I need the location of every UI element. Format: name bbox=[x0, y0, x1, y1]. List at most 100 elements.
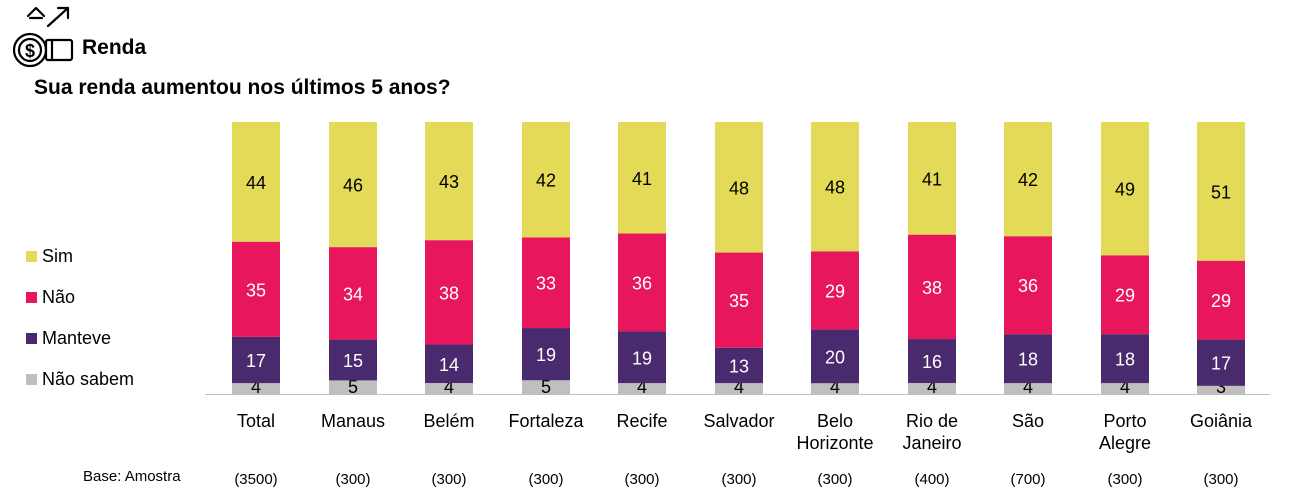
data-label: 20 bbox=[825, 347, 845, 367]
bar-segment bbox=[811, 122, 859, 252]
legend-label: Sim bbox=[42, 246, 73, 266]
data-label: 4 bbox=[1120, 377, 1130, 397]
category-label: Rio de bbox=[906, 411, 958, 431]
category-label: Manaus bbox=[321, 411, 385, 431]
bar-segment bbox=[1101, 383, 1149, 394]
base-count-label: (700) bbox=[1010, 471, 1045, 488]
base-count-label: (300) bbox=[431, 471, 466, 488]
data-label: 4 bbox=[637, 377, 647, 397]
data-label: 36 bbox=[632, 273, 652, 293]
data-label: 29 bbox=[1115, 286, 1135, 306]
data-label: 18 bbox=[1018, 350, 1038, 370]
base-count-label: (300) bbox=[817, 471, 852, 488]
legend-label: Não sabem bbox=[42, 369, 135, 389]
category-label: Goiânia bbox=[1190, 411, 1253, 431]
category-label: Fortaleza bbox=[508, 411, 584, 431]
legend-item-sim: Sim bbox=[26, 246, 134, 266]
page-title: Renda bbox=[82, 36, 147, 59]
bar-segment bbox=[425, 240, 473, 345]
data-label: 14 bbox=[439, 355, 459, 375]
bar-segment bbox=[715, 252, 763, 348]
data-label: 4 bbox=[830, 377, 840, 397]
legend-swatch bbox=[26, 374, 37, 385]
bar-segment bbox=[329, 122, 377, 248]
data-label: 4 bbox=[734, 377, 744, 397]
category-label: Recife bbox=[616, 411, 667, 431]
data-label: 17 bbox=[246, 351, 266, 371]
data-label: 38 bbox=[439, 283, 459, 303]
bar-segment bbox=[618, 383, 666, 394]
data-label: 49 bbox=[1115, 180, 1135, 200]
base-count-label: (400) bbox=[914, 471, 949, 488]
data-label: 48 bbox=[825, 178, 845, 198]
money-bag-growth-icon: $ bbox=[6, 4, 76, 68]
data-label: 43 bbox=[439, 172, 459, 192]
bar-segment bbox=[522, 380, 570, 394]
category-label: Alegre bbox=[1099, 433, 1151, 453]
category-label: Total bbox=[237, 411, 275, 431]
bar-segment bbox=[232, 336, 280, 384]
legend-label: Manteve bbox=[42, 328, 112, 348]
data-label: 42 bbox=[536, 171, 556, 191]
data-label: 13 bbox=[729, 356, 749, 376]
base-count-label: (3500) bbox=[234, 471, 277, 488]
legend-swatch bbox=[26, 333, 37, 344]
data-label: 15 bbox=[343, 351, 363, 371]
data-label: 41 bbox=[922, 169, 942, 189]
bar-segment bbox=[1197, 385, 1245, 394]
bar-segment bbox=[1004, 383, 1052, 394]
bar-segment bbox=[425, 344, 473, 384]
bar-segment bbox=[522, 237, 570, 329]
bar-segment bbox=[1197, 122, 1245, 261]
data-label: 46 bbox=[343, 176, 363, 196]
base-count-label: (300) bbox=[721, 471, 756, 488]
bar-segment bbox=[522, 328, 570, 381]
bar-segment bbox=[232, 241, 280, 337]
bar-segment bbox=[1101, 122, 1149, 256]
data-label: 16 bbox=[922, 352, 942, 372]
bar-segment bbox=[1101, 334, 1149, 384]
base-count-label: (300) bbox=[1107, 471, 1142, 488]
category-label: Belo bbox=[817, 411, 853, 431]
data-label: 36 bbox=[1018, 276, 1038, 296]
bar-segment bbox=[715, 383, 763, 394]
data-label: 4 bbox=[444, 377, 454, 397]
data-label: 42 bbox=[1018, 170, 1038, 190]
data-label: 29 bbox=[825, 281, 845, 301]
data-label: 19 bbox=[536, 345, 556, 365]
category-label: São bbox=[1012, 411, 1044, 431]
chart-question: Sua renda aumentou nos últimos 5 anos? bbox=[34, 76, 451, 99]
category-label: Salvador bbox=[703, 411, 774, 431]
bar-segment bbox=[1004, 122, 1052, 237]
bar-segment bbox=[715, 347, 763, 384]
bar-segment bbox=[1197, 339, 1245, 386]
bar-segment bbox=[1004, 236, 1052, 335]
data-label: 35 bbox=[729, 291, 749, 311]
data-label: 48 bbox=[729, 178, 749, 198]
legend-swatch bbox=[26, 251, 37, 262]
bar-segment bbox=[908, 383, 956, 394]
bar-segment bbox=[329, 380, 377, 394]
data-label: 5 bbox=[348, 377, 358, 397]
base-count-label: (300) bbox=[335, 471, 370, 488]
bar-segment bbox=[618, 331, 666, 384]
data-label: 33 bbox=[536, 274, 556, 294]
data-label: 4 bbox=[251, 377, 261, 397]
category-label: Horizonte bbox=[796, 433, 873, 453]
category-label: Belém bbox=[423, 411, 474, 431]
legend-item-nao: Não bbox=[26, 287, 134, 307]
bar-segment bbox=[811, 329, 859, 384]
data-label: 38 bbox=[922, 278, 942, 298]
data-label: 29 bbox=[1211, 291, 1231, 311]
bar-segment bbox=[1197, 260, 1245, 340]
category-label: Janeiro bbox=[902, 433, 961, 453]
bar-segment bbox=[618, 233, 666, 332]
data-label: 19 bbox=[632, 348, 652, 368]
data-label: 51 bbox=[1211, 182, 1231, 202]
bar-segment bbox=[232, 383, 280, 394]
data-label: 44 bbox=[246, 173, 266, 193]
bar-segment bbox=[908, 234, 956, 340]
bar-segment bbox=[522, 122, 570, 238]
base-label: Base: Amostra bbox=[83, 468, 181, 485]
data-label: 4 bbox=[1023, 377, 1033, 397]
